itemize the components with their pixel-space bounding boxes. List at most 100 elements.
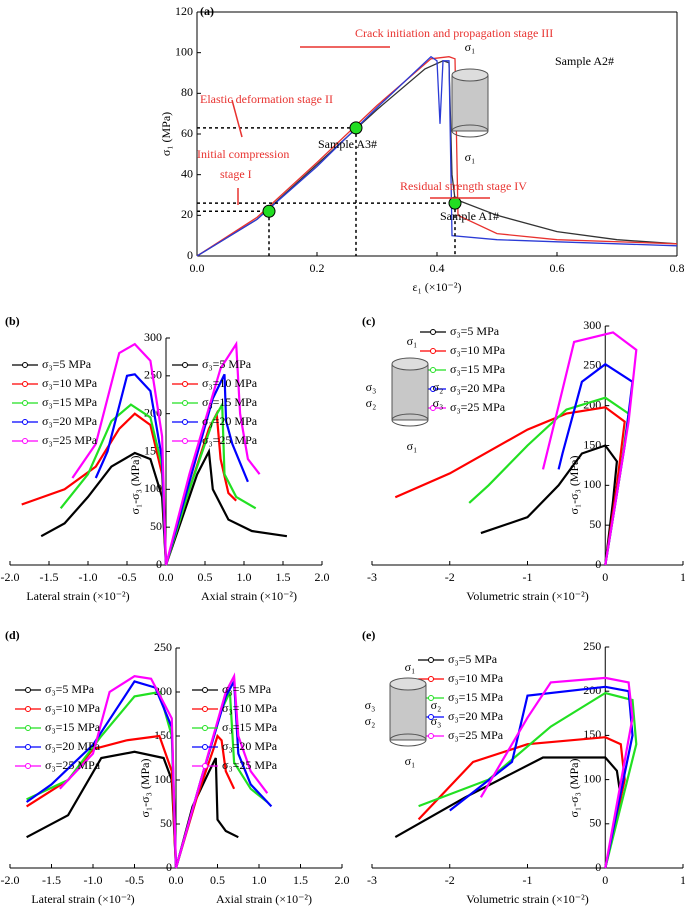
y-tick-label: 80 [181,85,193,99]
x-tick-label: -2.0 [1,570,20,584]
x-tick-label: -1.0 [79,570,98,584]
x-tick-label: -2 [445,570,455,584]
series-line [449,685,634,869]
x-axis-label: Axial strain (×10⁻²) [216,892,312,906]
y-tick-label: 0 [156,557,162,571]
x-tick-label: 2.0 [315,570,330,584]
x-axis-label: Volumetric strain (×10⁻²) [466,892,588,906]
legend-marker [25,687,31,693]
highlight-point [262,204,276,218]
x-tick-label: -1 [523,570,533,584]
legend-marker [182,400,188,406]
y-tick-label: 0 [166,860,172,874]
legend-label: σ₃=15 MPa [222,720,278,734]
panel-label: (c) [362,314,375,328]
icon-body [391,363,429,421]
legend-label: σ₃=25 MPa [222,758,278,772]
legend-label: σ₃=15 MPa [45,720,101,734]
y-tick-label: 100 [583,771,601,785]
legend-marker [428,733,434,739]
legend-marker [202,687,208,693]
legend-marker [182,381,188,387]
y-tick-label: 100 [583,477,601,491]
legend-marker [22,400,28,406]
x-tick-label: 0.4 [430,261,445,275]
x-tick-label: 0.0 [159,570,174,584]
series-line [164,373,249,566]
icon-body [389,683,427,741]
y-tick-label: 100 [154,772,172,786]
legend-label: σ₃=10 MPa [42,376,98,390]
icon-bottom [391,413,429,427]
y-tick-label: 0 [595,860,601,874]
legend-label: σ₃=15 MPa [202,395,258,409]
legend-label: σ₃=20 MPa [42,414,98,428]
panel-label: (d) [5,628,20,642]
x-tick-label: 0 [602,570,608,584]
panel-label: (e) [362,628,375,642]
y-tick-label: 250 [583,358,601,372]
legend-marker [25,725,31,731]
y-tick-label: 200 [583,683,601,697]
series-line [164,447,288,566]
series-name: Sample A3# [318,137,377,151]
series-name: Sample A2# [555,54,614,68]
icon-label: σ₂ [431,698,442,712]
y-tick-label: 50 [589,816,601,830]
legend-marker [182,419,188,425]
legend-marker [22,419,28,425]
legend-label: σ₃=10 MPa [450,343,506,357]
y-tick-label: 50 [160,816,172,830]
x-tick-label: 0.8 [670,261,685,275]
legend-marker [202,744,208,750]
icon-label: σ₁ [407,334,418,348]
legend-label: σ₃=20 MPa [45,739,101,753]
y-axis-label: σ₁-σ₃ (MPa) [567,456,581,515]
y-tick-label: 250 [583,639,601,653]
x-tick-label: 2.0 [335,873,350,887]
series-line [40,451,168,566]
x-tick-label: -3 [367,873,377,887]
legend-marker [430,367,436,373]
annotation: Initial compression [197,147,289,161]
legend-label: σ₃=20 MPa [222,739,278,753]
icon-label: σ₃ [433,396,444,410]
y-axis-label: σ₁-σ₃ (MPa) [128,456,142,515]
x-tick-label: -2 [445,873,455,887]
x-tick-label: -1.0 [84,873,103,887]
legend-marker [428,657,434,663]
icon-label: σ₃ [431,714,442,728]
x-tick-label: 1.5 [276,570,291,584]
icon-label: σ₂ [366,396,377,410]
legend-label: σ₃=5 MPa [450,324,500,338]
y-tick-label: 250 [154,640,172,654]
legend-marker [428,676,434,682]
legend-label: σ₃=20 MPa [450,381,506,395]
icon-label: σ₂ [433,380,444,394]
icon-top [451,68,489,82]
highlight-point [349,121,363,135]
legend-label: σ₃=25 MPa [42,433,98,447]
legend-marker [25,706,31,712]
x-tick-label: 0 [602,873,608,887]
series-line [479,676,634,869]
legend-marker [22,381,28,387]
y-axis-label: σ₁ (MPa) [159,112,173,156]
icon-label: σ₁ [405,754,416,768]
icon-label: σ₁ [407,439,418,453]
y-tick-label: 40 [181,166,193,180]
x-tick-label: 1 [680,570,685,584]
series-line [174,672,269,869]
legend-label: σ₃=10 MPa [448,671,504,685]
annotation: Elastic deformation stage II [200,92,333,106]
annotation-arrow [231,99,243,138]
series-line [468,396,630,566]
x-tick-label: 0.5 [198,570,213,584]
y-tick-label: 100 [175,44,193,58]
legend-marker [428,714,434,720]
series-line [541,331,638,566]
series-line [394,406,626,566]
x-tick-label: 1.0 [252,873,267,887]
y-tick-label: 20 [181,207,193,221]
